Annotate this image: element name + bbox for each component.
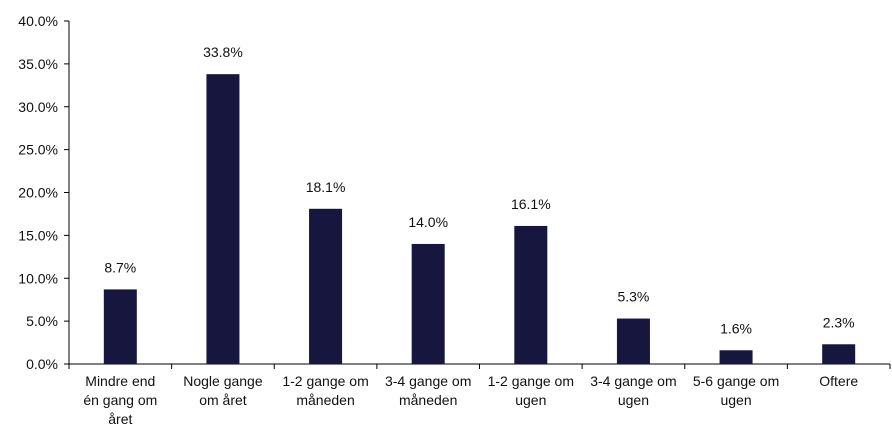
category-label: 1-2 gange om måneden [282, 373, 368, 408]
y-tick-label: 30.0% [18, 99, 58, 115]
category-label-line: måneden [399, 392, 457, 408]
data-label: 2.3% [823, 314, 855, 330]
y-tick-label: 10.0% [18, 270, 58, 286]
category-label-line: ugen [515, 392, 546, 408]
category-label: Nogle gange om året [183, 373, 263, 408]
category-label: Oftere [819, 373, 858, 389]
data-label: 1.6% [720, 320, 752, 336]
category-label-line: ugen [720, 392, 751, 408]
bars [103, 74, 856, 364]
category-labels: Mindre end én gang om året Nogle gange om år… [83, 373, 858, 427]
y-tick-label: 25.0% [18, 142, 58, 158]
bar [719, 350, 753, 364]
data-label: 8.7% [104, 259, 136, 275]
bar [514, 225, 548, 364]
x-axis [68, 363, 891, 369]
data-label: 14.0% [408, 214, 448, 230]
y-axis: 0.0% 5.0% 10.0% 15.0% 20.0% 25.0% 30.0% 35.0% 40… [18, 13, 70, 372]
category-label-line: om året [199, 392, 247, 408]
data-label: 16.1% [511, 196, 551, 212]
category-label-line: Oftere [819, 373, 858, 389]
data-label: 18.1% [306, 179, 346, 195]
bar [822, 344, 856, 364]
category-label-line: året [108, 411, 132, 427]
category-label-line: ugen [618, 392, 649, 408]
data-label: 5.3% [617, 289, 649, 305]
category-label: 5-6 gange om ugen [693, 373, 779, 408]
category-label-line: 5-6 gange om [693, 373, 779, 389]
category-label-line: 1-2 gange om [282, 373, 368, 389]
category-label-line: Nogle gange [183, 373, 263, 389]
y-tick-label: 0.0% [26, 356, 58, 372]
bar [411, 243, 445, 364]
category-label: 1-2 gange om ugen [488, 373, 574, 408]
category-label-line: Mindre end [85, 373, 155, 389]
data-label: 33.8% [203, 44, 243, 60]
category-label: 3-4 gange om måneden [385, 373, 471, 408]
category-label-line: måneden [296, 392, 354, 408]
category-label-line: 3-4 gange om [590, 373, 676, 389]
y-tick-label: 40.0% [18, 13, 58, 29]
bar [206, 74, 240, 364]
category-label: Mindre end én gang om året [83, 373, 157, 427]
y-tick-label: 5.0% [26, 313, 58, 329]
category-label-line: 3-4 gange om [385, 373, 471, 389]
y-tick-label: 35.0% [18, 56, 58, 72]
y-tick-label: 15.0% [18, 227, 58, 243]
bar [103, 289, 137, 364]
category-label-line: én gang om [83, 392, 157, 408]
data-labels: 8.7% 33.8% 18.1% 14.0% 16.1% 5.3% 1.6% 2.3% [104, 44, 854, 336]
category-label: 3-4 gange om ugen [590, 373, 676, 408]
category-label-line: 1-2 gange om [488, 373, 574, 389]
y-tick-label: 20.0% [18, 185, 58, 201]
bar [616, 318, 650, 364]
bar [309, 208, 343, 364]
